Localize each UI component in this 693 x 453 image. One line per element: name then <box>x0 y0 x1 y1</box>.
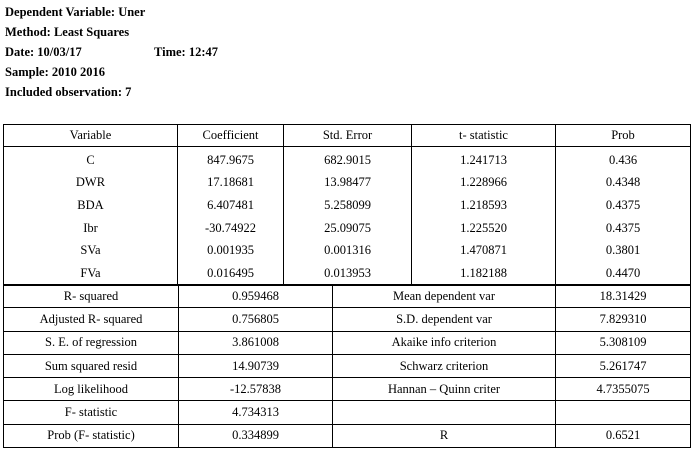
table-cell: 0.756805 <box>178 307 333 332</box>
stats-row: S. E. of regression 3.861008 Akaike info c… <box>3 330 691 355</box>
table-cell: 4.7355075 <box>555 377 691 402</box>
table-cell: DWR <box>3 171 178 195</box>
table-cell: 17.18681 <box>177 171 284 195</box>
time: Time: 12:47 <box>154 45 218 59</box>
table-cell: S.D. dependent var <box>332 307 556 332</box>
table-cell: 3.861008 <box>178 330 333 355</box>
dependent-variable: Dependent Variable: Uner <box>5 5 146 19</box>
table-cell: 5.308109 <box>555 330 691 355</box>
statistics-table: R- squared 0.959468 Mean dependent var 18.3… <box>3 283 691 449</box>
table-cell: 0.016495 <box>177 261 284 286</box>
table-cell: 25.09075 <box>283 216 412 240</box>
table-cell: SVa <box>3 239 178 262</box>
column-header: Variable <box>3 124 178 147</box>
table-cell: 14.90739 <box>178 353 333 379</box>
column-header: Prob <box>555 124 691 147</box>
column-header: Coefficient <box>177 124 284 147</box>
table-cell: 0.013953 <box>283 261 412 286</box>
table-cell: Log likelihood <box>3 377 179 402</box>
method: Method: Least Squares <box>5 25 130 39</box>
table-cell: Adjusted R- squared <box>3 307 179 332</box>
table-cell: 1.225520 <box>411 216 556 240</box>
header-row: Variable Coefficient Std. Error t- statisti… <box>3 124 691 147</box>
table-cell: 1.228966 <box>411 171 556 195</box>
sample: Sample: 2010 2016 <box>5 65 105 79</box>
table-row: BDA 6.407481 5.258099 1.218593 0.4375 <box>3 194 691 217</box>
table-cell: 5.258099 <box>283 194 412 217</box>
table-cell: 0.959468 <box>178 283 333 309</box>
table-cell <box>332 400 556 425</box>
stats-row: Log likelihood -12.57838 Hannan – Quinn cr… <box>3 377 691 402</box>
table-cell: 0.3801 <box>555 239 691 262</box>
table-row: DWR 17.18681 13.98477 1.228966 0.4348 <box>3 171 691 195</box>
stats-row: Adjusted R- squared 0.756805 S.D. dependen… <box>3 307 691 332</box>
table-cell: Sum squared resid <box>3 353 179 379</box>
table-cell: 0.001316 <box>283 239 412 262</box>
table-cell: Prob (F- statistic) <box>3 423 179 449</box>
table-cell: 0.4375 <box>555 216 691 240</box>
table-cell: 0.436 <box>555 145 691 172</box>
table-cell: 4.734313 <box>178 400 333 425</box>
date: Date: 10/03/17 <box>5 45 82 59</box>
table-cell: 13.98477 <box>283 171 412 195</box>
table-cell: Schwarz criterion <box>332 353 556 379</box>
stats-row: R- squared 0.959468 Mean dependent var 18.3… <box>3 283 691 309</box>
table-row: SVa 0.001935 0.001316 1.470871 0.3801 <box>3 239 691 262</box>
table-cell: 1.241713 <box>411 145 556 172</box>
table-cell: C <box>3 145 178 172</box>
table-cell: 0.001935 <box>177 239 284 262</box>
table-cell <box>555 400 691 425</box>
table-row: C 847.9675 682.9015 1.241713 0.436 <box>3 145 691 172</box>
table-cell: 1.470871 <box>411 239 556 262</box>
table-row: Ibr -30.74922 25.09075 1.225520 0.4375 <box>3 216 691 240</box>
table-cell: 18.31429 <box>555 283 691 309</box>
table-cell: 682.9015 <box>283 145 412 172</box>
table-cell: Ibr <box>3 216 178 240</box>
included-observations: Included observation: 7 <box>5 85 132 99</box>
table-cell: 0.4375 <box>555 194 691 217</box>
table-cell: 0.334899 <box>178 423 333 449</box>
table-cell: Mean dependent var <box>332 283 556 309</box>
stats-row: F- statistic 4.734313 <box>3 400 691 425</box>
table-cell: FVa <box>3 261 178 286</box>
table-row: FVa 0.016495 0.013953 1.182188 0.4470 <box>3 261 691 286</box>
table-cell: Akaike info criterion <box>332 330 556 355</box>
table-cell: 0.6521 <box>555 423 691 449</box>
table-cell: BDA <box>3 194 178 217</box>
column-header: Std. Error <box>283 124 412 147</box>
table-cell: 0.4348 <box>555 171 691 195</box>
coefficient-table: Variable Coefficient Std. Error t- statisti… <box>3 124 691 286</box>
table-cell: Hannan – Quinn criter <box>332 377 556 402</box>
table-cell: 1.218593 <box>411 194 556 217</box>
table-cell: 5.261747 <box>555 353 691 379</box>
table-cell: 847.9675 <box>177 145 284 172</box>
column-header: t- statistic <box>411 124 556 147</box>
table-cell: 1.182188 <box>411 261 556 286</box>
table-cell: 0.4470 <box>555 261 691 286</box>
table-cell: S. E. of regression <box>3 330 179 355</box>
table-cell: R <box>332 423 556 449</box>
stats-row: Sum squared resid 14.90739 Schwarz criteri… <box>3 353 691 379</box>
table-cell: -30.74922 <box>177 216 284 240</box>
table-cell: -12.57838 <box>178 377 333 402</box>
table-cell: R- squared <box>3 283 179 309</box>
table-cell: F- statistic <box>3 400 179 425</box>
table-cell: 6.407481 <box>177 194 284 217</box>
table-cell: 7.829310 <box>555 307 691 332</box>
stats-row: Prob (F- statistic) 0.334899 R 0.6521 <box>3 423 691 449</box>
